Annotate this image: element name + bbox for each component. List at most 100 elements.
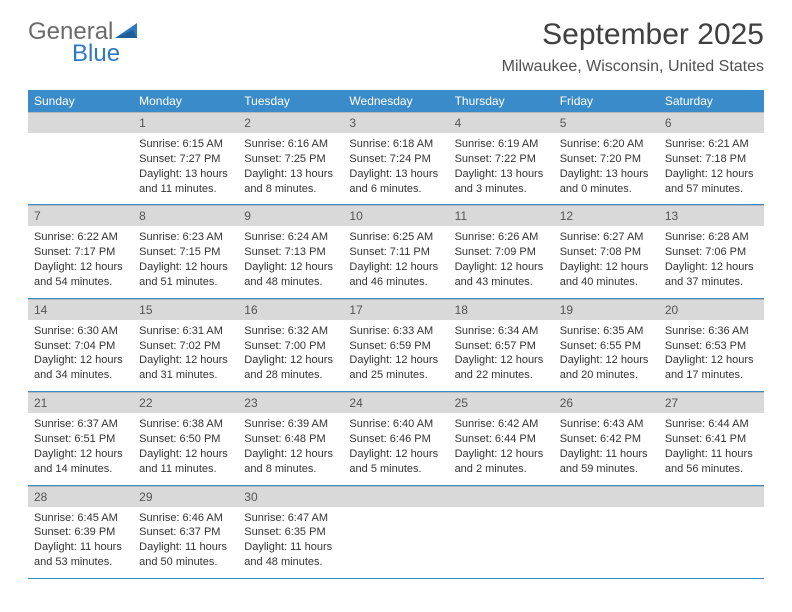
sunrise-text: Sunrise: 6:20 AM xyxy=(560,137,653,152)
title-block: September 2025 Milwaukee, Wisconsin, Uni… xyxy=(502,18,764,76)
daylight-text: Daylight: 11 hours and 56 minutes. xyxy=(665,447,758,477)
sunrise-text: Sunrise: 6:21 AM xyxy=(665,137,758,152)
sunset-text: Sunset: 7:09 PM xyxy=(455,245,548,260)
date-bar: 29 xyxy=(133,486,238,507)
calendar-cell: 15Sunrise: 6:31 AMSunset: 7:02 PMDayligh… xyxy=(133,298,238,391)
sunset-text: Sunset: 6:35 PM xyxy=(244,525,337,540)
cell-body: Sunrise: 6:21 AMSunset: 7:18 PMDaylight:… xyxy=(659,133,764,204)
sunrise-text: Sunrise: 6:47 AM xyxy=(244,511,337,526)
sunset-text: Sunset: 6:39 PM xyxy=(34,525,127,540)
cell-body: Sunrise: 6:42 AMSunset: 6:44 PMDaylight:… xyxy=(449,413,554,484)
calendar-cell: 10Sunrise: 6:25 AMSunset: 7:11 PMDayligh… xyxy=(343,205,448,298)
daylight-text: Daylight: 12 hours and 2 minutes. xyxy=(455,447,548,477)
calendar-cell: 29Sunrise: 6:46 AMSunset: 6:37 PMDayligh… xyxy=(133,485,238,578)
cell-body: Sunrise: 6:31 AMSunset: 7:02 PMDaylight:… xyxy=(133,320,238,391)
sunset-text: Sunset: 7:20 PM xyxy=(560,152,653,167)
daylight-text: Daylight: 13 hours and 0 minutes. xyxy=(560,167,653,197)
cell-body: Sunrise: 6:45 AMSunset: 6:39 PMDaylight:… xyxy=(28,507,133,578)
sunrise-text: Sunrise: 6:16 AM xyxy=(244,137,337,152)
calendar-cell: 6Sunrise: 6:21 AMSunset: 7:18 PMDaylight… xyxy=(659,112,764,205)
sunset-text: Sunset: 7:18 PM xyxy=(665,152,758,167)
calendar-cell: 4Sunrise: 6:19 AMSunset: 7:22 PMDaylight… xyxy=(449,112,554,205)
date-bar: 8 xyxy=(133,205,238,226)
sunset-text: Sunset: 6:46 PM xyxy=(349,432,442,447)
calendar-cell: 19Sunrise: 6:35 AMSunset: 6:55 PMDayligh… xyxy=(554,298,659,391)
calendar-cell: 18Sunrise: 6:34 AMSunset: 6:57 PMDayligh… xyxy=(449,298,554,391)
cell-body: Sunrise: 6:40 AMSunset: 6:46 PMDaylight:… xyxy=(343,413,448,484)
calendar-cell: 3Sunrise: 6:18 AMSunset: 7:24 PMDaylight… xyxy=(343,112,448,205)
sunset-text: Sunset: 7:13 PM xyxy=(244,245,337,260)
calendar-cell: 16Sunrise: 6:32 AMSunset: 7:00 PMDayligh… xyxy=(238,298,343,391)
cell-body: Sunrise: 6:18 AMSunset: 7:24 PMDaylight:… xyxy=(343,133,448,204)
cell-body xyxy=(343,507,448,563)
cell-body: Sunrise: 6:35 AMSunset: 6:55 PMDaylight:… xyxy=(554,320,659,391)
date-bar: 1 xyxy=(133,112,238,133)
calendar-cell xyxy=(659,485,764,578)
header: General Blue September 2025 Milwaukee, W… xyxy=(0,0,792,80)
sunset-text: Sunset: 6:55 PM xyxy=(560,339,653,354)
cell-body: Sunrise: 6:39 AMSunset: 6:48 PMDaylight:… xyxy=(238,413,343,484)
cell-body: Sunrise: 6:44 AMSunset: 6:41 PMDaylight:… xyxy=(659,413,764,484)
date-bar: 27 xyxy=(659,392,764,413)
calendar-table: Sunday Monday Tuesday Wednesday Thursday… xyxy=(28,90,764,579)
page-title: September 2025 xyxy=(502,18,764,52)
day-header-row: Sunday Monday Tuesday Wednesday Thursday… xyxy=(28,90,764,112)
calendar-cell: 12Sunrise: 6:27 AMSunset: 7:08 PMDayligh… xyxy=(554,205,659,298)
date-bar: 15 xyxy=(133,299,238,320)
day-header-wed: Wednesday xyxy=(343,90,448,112)
week-row: 14Sunrise: 6:30 AMSunset: 7:04 PMDayligh… xyxy=(28,298,764,391)
daylight-text: Daylight: 12 hours and 40 minutes. xyxy=(560,260,653,290)
sunrise-text: Sunrise: 6:23 AM xyxy=(139,230,232,245)
cell-body: Sunrise: 6:38 AMSunset: 6:50 PMDaylight:… xyxy=(133,413,238,484)
date-bar: 6 xyxy=(659,112,764,133)
sunrise-text: Sunrise: 6:22 AM xyxy=(34,230,127,245)
calendar-cell: 7Sunrise: 6:22 AMSunset: 7:17 PMDaylight… xyxy=(28,205,133,298)
sunrise-text: Sunrise: 6:26 AM xyxy=(455,230,548,245)
date-bar: 30 xyxy=(238,486,343,507)
daylight-text: Daylight: 13 hours and 3 minutes. xyxy=(455,167,548,197)
calendar-cell: 17Sunrise: 6:33 AMSunset: 6:59 PMDayligh… xyxy=(343,298,448,391)
calendar-body: 1Sunrise: 6:15 AMSunset: 7:27 PMDaylight… xyxy=(28,112,764,578)
calendar-cell: 2Sunrise: 6:16 AMSunset: 7:25 PMDaylight… xyxy=(238,112,343,205)
cell-body: Sunrise: 6:22 AMSunset: 7:17 PMDaylight:… xyxy=(28,226,133,297)
calendar-cell: 27Sunrise: 6:44 AMSunset: 6:41 PMDayligh… xyxy=(659,392,764,485)
date-bar: 21 xyxy=(28,392,133,413)
sunrise-text: Sunrise: 6:35 AM xyxy=(560,324,653,339)
calendar-cell: 25Sunrise: 6:42 AMSunset: 6:44 PMDayligh… xyxy=(449,392,554,485)
cell-body: Sunrise: 6:43 AMSunset: 6:42 PMDaylight:… xyxy=(554,413,659,484)
daylight-text: Daylight: 11 hours and 59 minutes. xyxy=(560,447,653,477)
date-bar: 9 xyxy=(238,205,343,226)
calendar-cell: 14Sunrise: 6:30 AMSunset: 7:04 PMDayligh… xyxy=(28,298,133,391)
date-bar: 28 xyxy=(28,486,133,507)
cell-body: Sunrise: 6:24 AMSunset: 7:13 PMDaylight:… xyxy=(238,226,343,297)
sunrise-text: Sunrise: 6:24 AM xyxy=(244,230,337,245)
daylight-text: Daylight: 12 hours and 57 minutes. xyxy=(665,167,758,197)
daylight-text: Daylight: 13 hours and 11 minutes. xyxy=(139,167,232,197)
daylight-text: Daylight: 12 hours and 8 minutes. xyxy=(244,447,337,477)
date-bar: 22 xyxy=(133,392,238,413)
daylight-text: Daylight: 12 hours and 11 minutes. xyxy=(139,447,232,477)
cell-body: Sunrise: 6:30 AMSunset: 7:04 PMDaylight:… xyxy=(28,320,133,391)
cell-body xyxy=(28,133,133,189)
cell-body: Sunrise: 6:34 AMSunset: 6:57 PMDaylight:… xyxy=(449,320,554,391)
daylight-text: Daylight: 11 hours and 48 minutes. xyxy=(244,540,337,570)
daylight-text: Daylight: 12 hours and 37 minutes. xyxy=(665,260,758,290)
sunrise-text: Sunrise: 6:15 AM xyxy=(139,137,232,152)
calendar-cell: 21Sunrise: 6:37 AMSunset: 6:51 PMDayligh… xyxy=(28,392,133,485)
week-row: 7Sunrise: 6:22 AMSunset: 7:17 PMDaylight… xyxy=(28,205,764,298)
calendar-cell xyxy=(554,485,659,578)
day-header-sun: Sunday xyxy=(28,90,133,112)
date-bar: 19 xyxy=(554,299,659,320)
sunset-text: Sunset: 6:59 PM xyxy=(349,339,442,354)
sunrise-text: Sunrise: 6:44 AM xyxy=(665,417,758,432)
date-bar: 10 xyxy=(343,205,448,226)
daylight-text: Daylight: 12 hours and 48 minutes. xyxy=(244,260,337,290)
calendar-cell: 13Sunrise: 6:28 AMSunset: 7:06 PMDayligh… xyxy=(659,205,764,298)
calendar-cell: 24Sunrise: 6:40 AMSunset: 6:46 PMDayligh… xyxy=(343,392,448,485)
calendar-cell xyxy=(28,112,133,205)
sunset-text: Sunset: 7:02 PM xyxy=(139,339,232,354)
day-header-thu: Thursday xyxy=(449,90,554,112)
sunrise-text: Sunrise: 6:27 AM xyxy=(560,230,653,245)
cell-body: Sunrise: 6:25 AMSunset: 7:11 PMDaylight:… xyxy=(343,226,448,297)
sunrise-text: Sunrise: 6:45 AM xyxy=(34,511,127,526)
